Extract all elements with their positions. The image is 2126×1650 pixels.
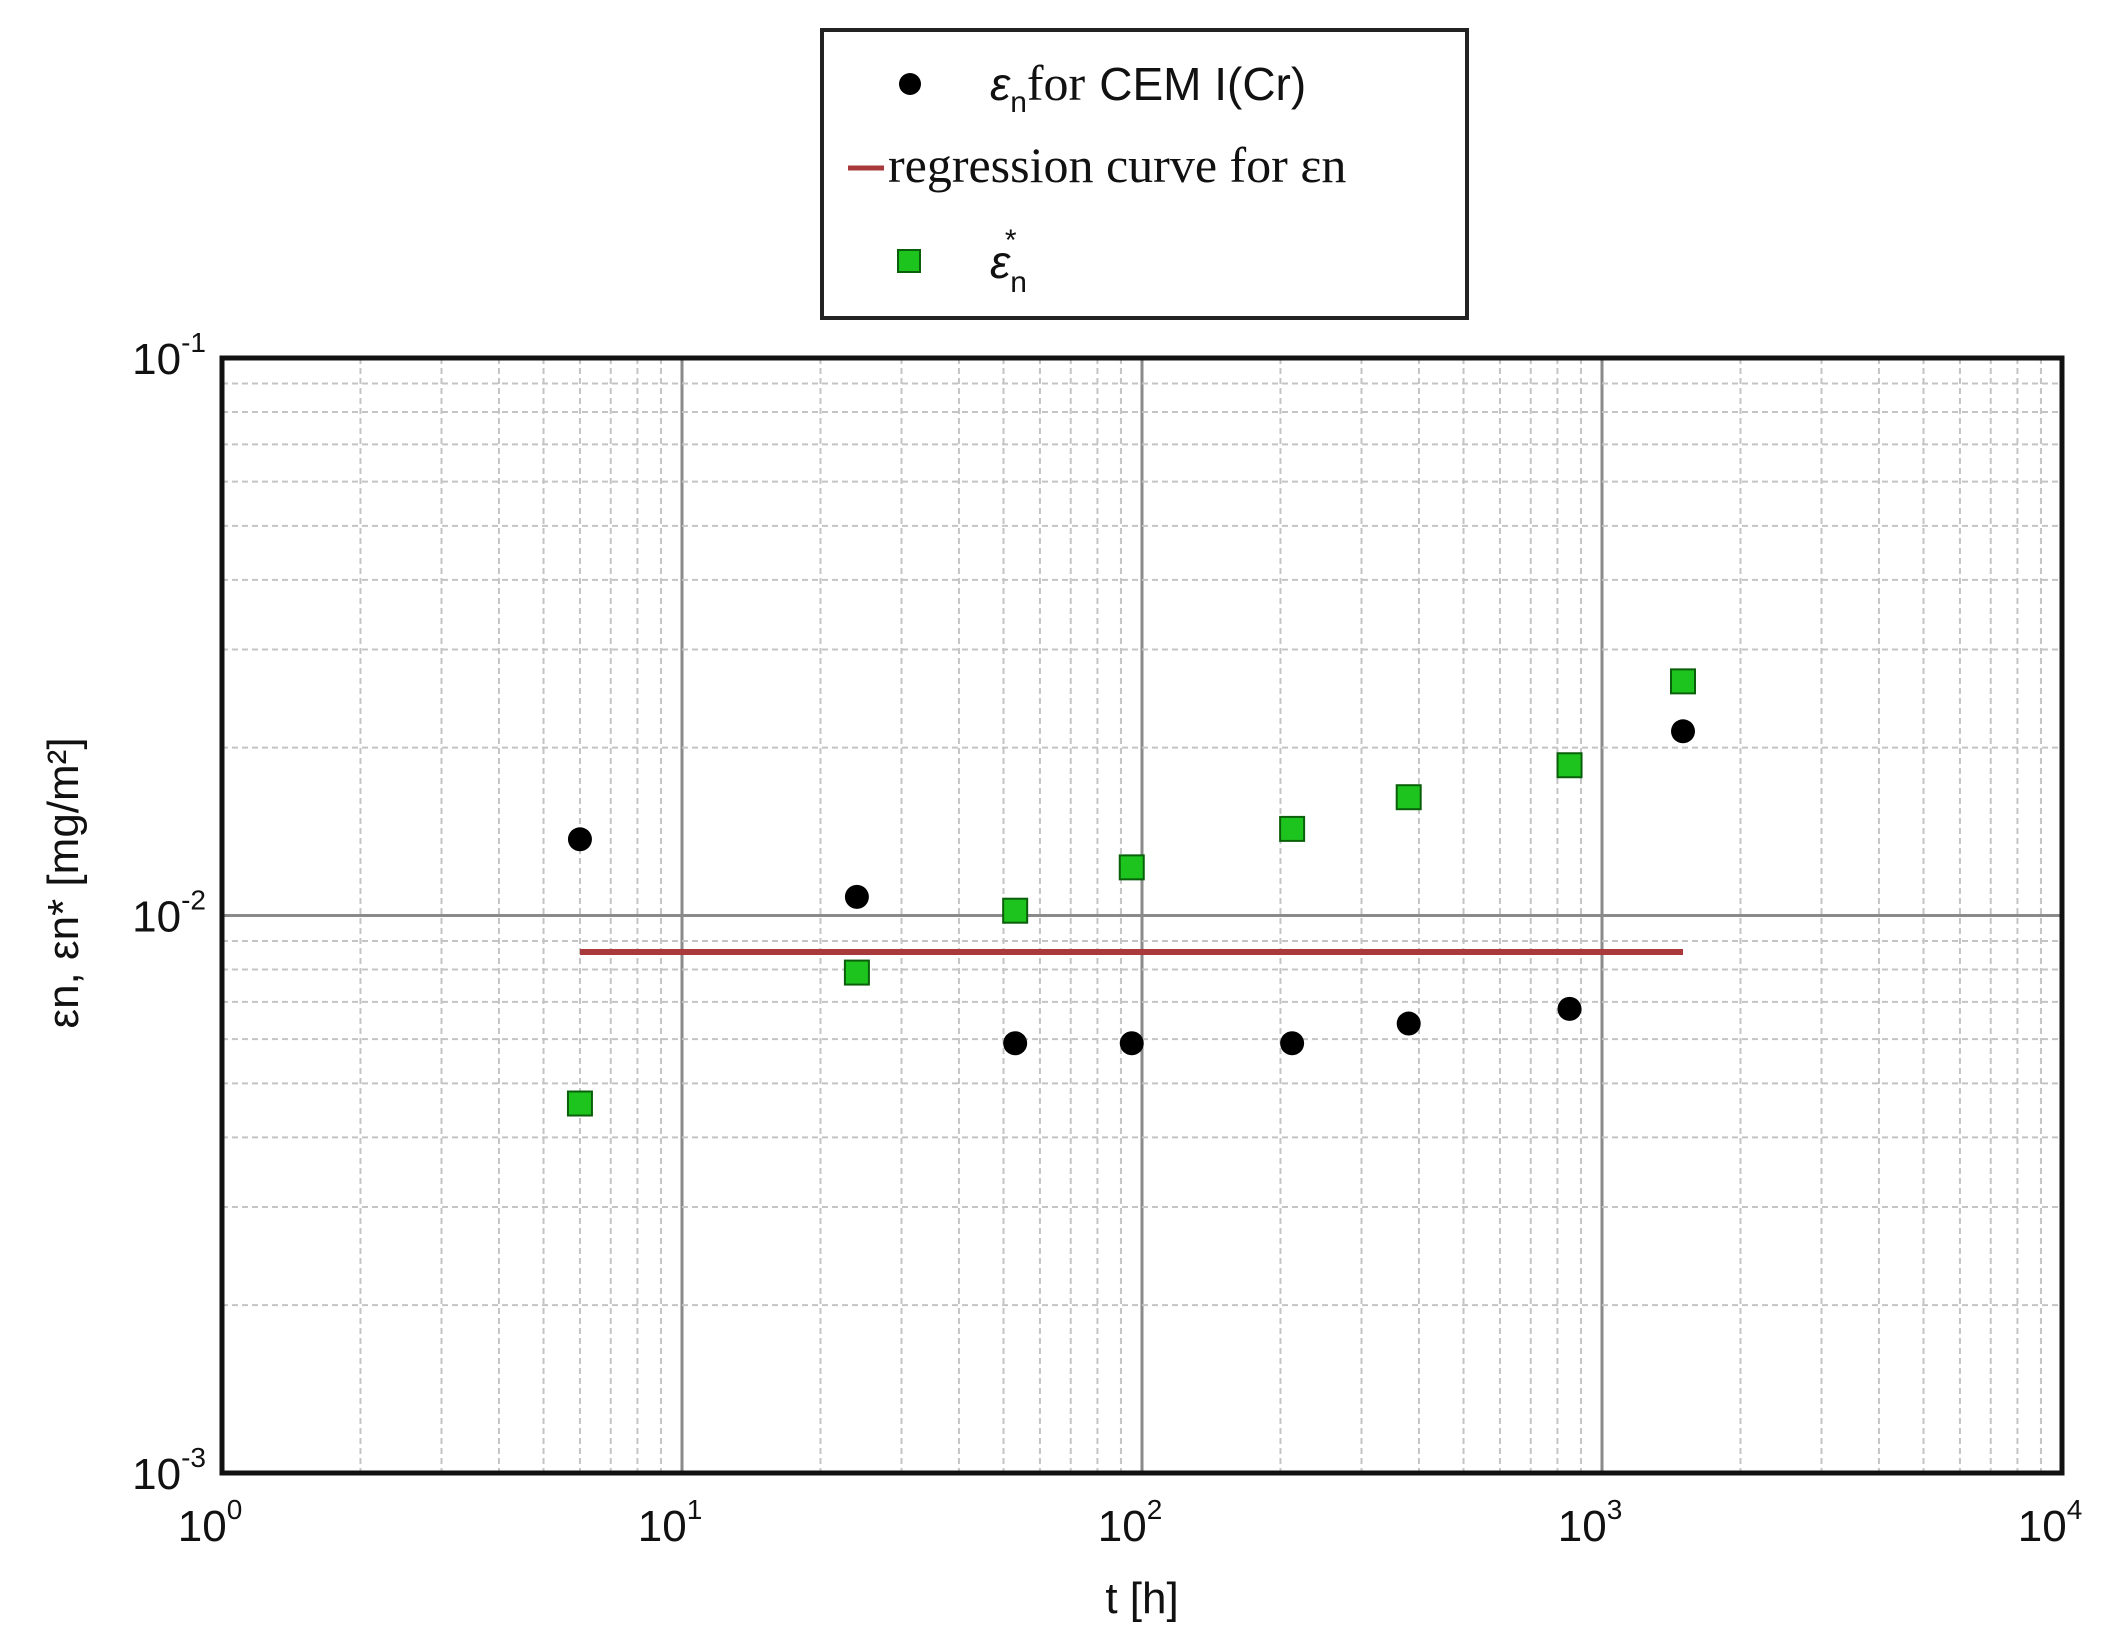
- x-tick-label: 100: [178, 1494, 243, 1551]
- data-point-square: [1002, 897, 1029, 924]
- series-square: [566, 668, 1697, 1117]
- plot-area-border: [219, 355, 2065, 1476]
- legend-marker-square: [897, 249, 921, 273]
- grid: [222, 358, 2062, 1473]
- y-tick-label: 10-3: [132, 1442, 206, 1499]
- plot-frame: [219, 355, 2065, 1476]
- x-tick-label: 101: [638, 1494, 703, 1551]
- data-point-square: [1395, 784, 1422, 811]
- data-point-circle: [567, 827, 592, 852]
- legend-item-1-text: CEM I(Cr): [1099, 58, 1306, 110]
- legend-item-3-sup: *: [1005, 224, 1017, 257]
- legend-item-2: regression curve for εn: [888, 137, 1346, 193]
- data-point-square: [1279, 815, 1306, 842]
- y-axis-label: εn, εn* [mg/m²]: [39, 737, 88, 1028]
- x-tick-label: 102: [1098, 1494, 1163, 1551]
- legend-box: [820, 28, 1469, 320]
- x-tick-label: 104: [2018, 1494, 2083, 1551]
- legend: εnfor CEM I(Cr) regression curve for εn ε…: [820, 28, 1469, 320]
- data-point-square: [1670, 668, 1697, 695]
- legend-item-3: εn *: [990, 224, 1027, 299]
- data-point-circle: [844, 884, 869, 909]
- data-point-square: [843, 959, 870, 986]
- y-tick-label: 10-1: [132, 327, 206, 384]
- legend-marker-circle: [899, 73, 921, 95]
- data-point-square: [1556, 752, 1583, 779]
- data-point-circle: [1280, 1031, 1305, 1056]
- tick-labels: 100 101 102 103 104 10-3 10-2 10-1: [132, 327, 2082, 1551]
- series-layer: [566, 668, 1697, 1117]
- legend-item-3-sub: n: [1010, 266, 1027, 299]
- data-point-circle: [1119, 1031, 1144, 1056]
- legend-item-1-sub: n: [1010, 86, 1027, 119]
- data-point-square: [566, 1090, 593, 1117]
- legend-item-1: εnfor CEM I(Cr): [990, 55, 1306, 119]
- data-point-square: [1118, 854, 1145, 881]
- data-point-circle: [1671, 719, 1696, 744]
- legend-item-1-symbol: ε: [990, 58, 1011, 110]
- legend-item-1-rest: for: [1027, 55, 1086, 111]
- legend-item-3-symbol: ε: [990, 236, 1011, 288]
- data-point-circle: [1396, 1011, 1421, 1036]
- x-tick-label: 103: [1558, 1494, 1623, 1551]
- x-axis-label: t [h]: [1105, 1574, 1178, 1623]
- series-circle: [567, 719, 1696, 1056]
- y-tick-label: 10-2: [132, 885, 206, 942]
- data-point-circle: [1557, 996, 1582, 1021]
- data-point-circle: [1003, 1031, 1028, 1056]
